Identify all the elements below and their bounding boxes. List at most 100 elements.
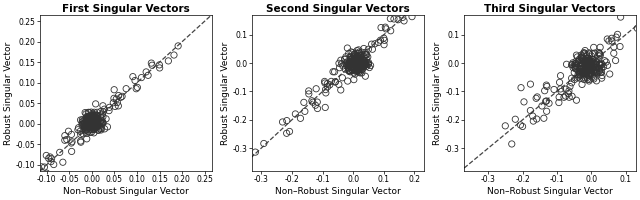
Point (531, 97, 541, 100)
Point (581, 64, 591, 67)
Point (88, 126, 98, 129)
Point (86, 114, 96, 117)
Point (90, 118, 100, 121)
Point (561, 94, 571, 98)
Point (584, 74, 594, 77)
Point (574, 59, 584, 62)
Point (76, 133, 86, 136)
Point (578, 59, 588, 62)
Point (579, 60, 589, 63)
Point (571, 68, 581, 71)
Point (93, 124, 104, 128)
Point (345, 61, 355, 64)
Point (581, 66, 591, 69)
Point (259, 142, 269, 145)
Point (582, 67, 593, 70)
Point (282, 132, 292, 135)
Point (113, 104, 124, 107)
Point (83, 130, 93, 133)
Point (591, 65, 602, 69)
Point (92, 121, 102, 124)
Point (356, 62, 366, 65)
Point (92, 119, 102, 122)
Point (353, 69, 364, 72)
Point (92, 119, 102, 122)
Point (88, 120, 99, 123)
Point (84, 118, 95, 121)
Point (320, 81, 330, 85)
Point (335, 66, 345, 69)
Point (90, 118, 100, 122)
Point (90, 127, 100, 130)
Point (83, 111, 93, 114)
Point (79, 121, 90, 125)
Point (354, 71, 364, 74)
Point (344, 67, 354, 70)
Point (86, 121, 96, 124)
Point (89, 124, 99, 127)
Point (81, 121, 92, 124)
Point (585, 62, 595, 66)
Point (362, 53, 372, 56)
Point (356, 59, 367, 62)
Point (370, 42, 380, 45)
Point (117, 95, 127, 98)
Point (588, 62, 598, 65)
Point (330, 80, 340, 83)
Point (584, 61, 595, 64)
Point (585, 68, 595, 71)
Point (85, 118, 95, 121)
Point (399, 19, 409, 22)
Point (352, 65, 362, 68)
Point (564, 89, 574, 93)
Point (109, 88, 119, 91)
Point (348, 62, 358, 65)
Point (346, 65, 356, 69)
Point (587, 60, 597, 63)
Point (615, 45, 625, 48)
X-axis label: Non–Robust Singular Vector: Non–Robust Singular Vector (275, 187, 401, 196)
Point (321, 91, 331, 94)
Point (570, 63, 580, 66)
Point (79, 125, 90, 128)
Point (90, 114, 100, 117)
Point (578, 60, 588, 63)
Point (598, 65, 609, 68)
Point (84, 124, 95, 127)
Point (364, 63, 374, 66)
Point (583, 73, 593, 77)
Point (569, 71, 579, 74)
Point (588, 73, 598, 76)
Point (92, 122, 102, 125)
Point (577, 70, 588, 73)
Point (351, 57, 361, 60)
Point (577, 62, 588, 65)
Point (84, 117, 95, 121)
Point (566, 77, 577, 80)
Point (89, 122, 99, 125)
Point (354, 58, 364, 61)
Point (90, 119, 100, 122)
Point (88, 115, 99, 119)
Point (91, 114, 101, 117)
Point (541, 99, 552, 103)
Point (582, 62, 592, 65)
Point (357, 62, 367, 65)
Point (588, 60, 598, 63)
Point (85, 118, 95, 122)
Point (355, 58, 365, 61)
Point (348, 51, 358, 54)
Point (572, 76, 582, 80)
Point (591, 66, 601, 69)
Point (595, 52, 605, 56)
Point (359, 61, 369, 64)
Point (324, 83, 335, 86)
Point (312, 107, 323, 110)
Point (88, 115, 99, 118)
Point (364, 66, 374, 69)
Point (353, 48, 364, 51)
Point (345, 55, 355, 58)
Point (83, 121, 93, 124)
Point (527, 114, 538, 118)
Point (93, 117, 103, 121)
